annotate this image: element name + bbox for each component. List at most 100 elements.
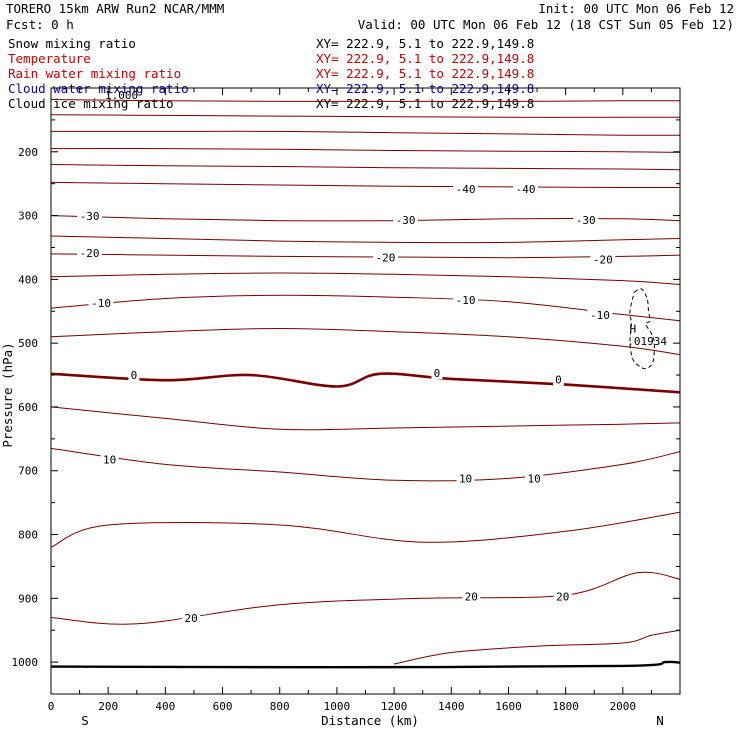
y-axis-label: Pressure (hPa): [0, 342, 15, 447]
y-tick-label: 200: [18, 146, 38, 159]
legend-cloud-ice: Cloud ice mixing ratio: [8, 96, 174, 111]
isotherm-label-bg: [77, 210, 103, 223]
isotherm-label-bg: [100, 453, 119, 466]
plot-frame: [50, 87, 681, 695]
isotherm-label-bg: [587, 309, 613, 322]
freezing-level-line: [51, 372, 680, 394]
isotherm-label-bg: [590, 253, 616, 266]
isotherm-label-bg: [128, 369, 140, 382]
isotherm-label: 20: [184, 612, 197, 625]
isotherm-label-bg: [182, 612, 201, 625]
y-tick-label: 1000: [12, 656, 39, 669]
isotherm-line-5: [51, 181, 680, 189]
snow-region-dashed-contour: [629, 288, 655, 370]
x-tick-label: 0: [48, 700, 55, 713]
isotherm-label: -10: [590, 309, 610, 322]
y-tick-label: 800: [18, 529, 38, 542]
isotherm-label-bg: [453, 293, 479, 306]
isotherm-line-10: [51, 294, 680, 322]
isotherm-label-bg: [462, 590, 481, 603]
max-value-label: .01934: [627, 335, 667, 348]
isotherm-labels: -40 -40 -30 -30 -30 -20 -20 -20 -10 -10 -10 0 0 0 10 10…: [77, 182, 616, 625]
isotherm-label-bg: [456, 472, 475, 485]
y-tick-label: 900: [18, 592, 38, 605]
x-tick-label: 600: [213, 700, 233, 713]
x-tick-label: 1600: [495, 700, 522, 713]
x-tick-label: 800: [270, 700, 290, 713]
isotherm-label: -10: [91, 297, 111, 310]
x-tick-label: 400: [155, 700, 175, 713]
top-contour-label: 1.000: [105, 89, 138, 102]
isotherm-label-bg: [373, 251, 399, 264]
plot-area: -40 -40 -30 -30 -30 -20 -20 -20 -10 -10 -10 0 0 0 10 10…: [12, 87, 681, 713]
isotherm-label: -20: [80, 247, 100, 260]
isotherm-label: -40: [456, 183, 476, 196]
isotherm-line-3: [51, 148, 680, 153]
isotherm-line-11: [51, 327, 680, 356]
isotherm-label: -10: [456, 294, 476, 307]
x-tick-label: 2000: [610, 700, 637, 713]
isotherm-line-9: [51, 272, 680, 285]
isotherm-line-0: [51, 99, 680, 102]
isotherm-line-17: [394, 629, 680, 665]
x-axis-label: Distance (km): [321, 713, 419, 728]
isotherm-label: -20: [376, 252, 396, 265]
isotherm-label-bg: [431, 367, 443, 380]
valid-time: Valid: 00 UTC Mon 06 Feb 12 (18 CST Sun …: [358, 17, 734, 32]
isotherm-line-6: [51, 215, 680, 222]
legend-temperature: Temperature: [8, 51, 91, 66]
legend-temperature-xy: XY= 222.9, 5.1 to 222.9,149.8: [316, 51, 534, 66]
plot-annotations: H.01934: [627, 288, 667, 370]
south-label: S: [81, 713, 89, 728]
isotherm-line-14: [51, 447, 680, 482]
isotherm-label-bg: [513, 182, 539, 195]
isotherm-label-bg: [573, 214, 599, 227]
isotherm-label-bg: [393, 214, 419, 227]
legend-cloud-ice-xy: XY= 222.9, 5.1 to 222.9,149.8: [316, 96, 534, 111]
isotherm-line-16: [51, 571, 680, 625]
init-time: Init: 00 UTC Mon 06 Feb 12: [538, 1, 734, 16]
isotherm-label: 0: [434, 367, 441, 380]
isotherm-label: 0: [555, 374, 562, 387]
isotherm-label: -20: [593, 254, 613, 267]
isotherm-line-4: [51, 164, 680, 171]
isotherm-label-bg: [88, 296, 114, 309]
model-title: TORERO 15km ARW Run2 NCAR/MMM: [6, 1, 224, 16]
x-tick-label: 1800: [552, 700, 579, 713]
isotherm-label: -30: [396, 214, 416, 227]
y-tick-label: 700: [18, 465, 38, 478]
isotherm-line-15: [51, 511, 680, 548]
isotherm-line-1: [51, 114, 680, 118]
forecast-hour: Fcst: 0 h: [6, 17, 74, 32]
legend-rain-xy: XY= 222.9, 5.1 to 222.9,149.8: [316, 66, 534, 81]
isotherm-label: -30: [576, 214, 596, 227]
isotherm-label-bg: [552, 373, 564, 386]
isotherm-label: -40: [516, 183, 536, 196]
isotherm-label: 20: [556, 590, 569, 603]
x-axis: 0 200 400 600 800 1000 1200 1400 1600 1800 2000: [48, 88, 652, 713]
x-tick-label: 1400: [438, 700, 465, 713]
isotherm-line-8: [51, 253, 680, 259]
isotherm-label: 10: [528, 472, 541, 485]
y-tick-label: 600: [18, 401, 38, 414]
isotherm-label-bg: [525, 472, 544, 485]
isotherm-label: 20: [465, 590, 478, 603]
x-tick-label: 1000: [324, 700, 351, 713]
isotherm-label: 10: [459, 472, 472, 485]
isotherm-label-bg: [553, 590, 572, 603]
isotherm-label-bg: [77, 247, 103, 260]
isotherm-line-13: [51, 406, 680, 431]
temperature-isotherms: [51, 99, 680, 669]
x-tick-label: 200: [98, 700, 118, 713]
y-tick-label: 400: [18, 273, 38, 286]
isotherm-label: -30: [80, 210, 100, 223]
isotherm-label: 0: [131, 369, 138, 382]
surface-line: [51, 660, 680, 669]
north-label: N: [656, 713, 664, 728]
legend-rain: Rain water mixing ratio: [8, 66, 181, 81]
y-tick-label: 300: [18, 210, 38, 223]
isotherm-line-7: [51, 235, 680, 244]
y-tick-label: 500: [18, 337, 38, 350]
